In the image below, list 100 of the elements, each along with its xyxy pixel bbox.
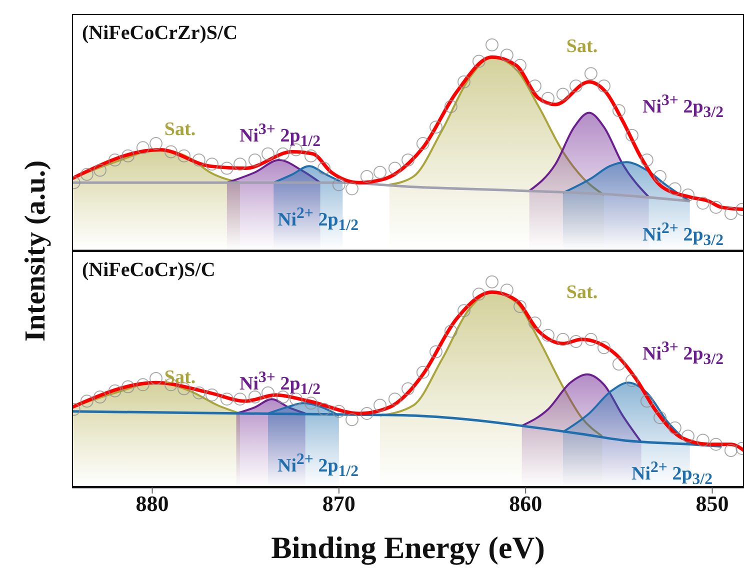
- x-tick-label: 850: [696, 490, 729, 516]
- point: [682, 188, 694, 202]
- point: [206, 388, 218, 401]
- point: [598, 79, 610, 92]
- annotation: Ni$^{2+}$ 2p$_{3/2}$: [642, 219, 724, 252]
- point: [612, 357, 626, 370]
- point: [234, 158, 246, 171]
- chart-title: (NiFeCoCr)S/C: [82, 258, 216, 282]
- point: [542, 328, 554, 342]
- annotation: Sat.: [164, 119, 196, 140]
- point: [248, 154, 262, 167]
- chart-title: (NiFeCoCrZr)S/C: [82, 22, 238, 45]
- point: [724, 206, 738, 220]
- point: [318, 402, 330, 416]
- point: [640, 154, 654, 167]
- x-axis-title: Binding Energy (eV): [271, 530, 545, 566]
- point: [136, 141, 150, 154]
- point: [668, 182, 682, 196]
- point: [626, 128, 638, 142]
- x-tick-label: 870: [322, 490, 356, 516]
- point: [262, 147, 274, 160]
- point: [94, 164, 106, 177]
- point: [444, 324, 458, 338]
- point: [542, 92, 554, 105]
- x-tick-label: 880: [136, 490, 169, 516]
- point: [290, 392, 302, 406]
- annotation: Ni$^{3+}$ 2p$_{3/2}$: [642, 338, 724, 370]
- point: [556, 88, 570, 101]
- point: [402, 382, 414, 395]
- annotation: Ni$^{3+}$ 2p$_{3/2}$: [642, 91, 724, 124]
- point: [94, 390, 106, 404]
- point: [430, 120, 442, 134]
- point: [346, 182, 358, 196]
- point: [514, 300, 526, 313]
- point: [472, 287, 486, 300]
- point: [486, 38, 498, 52]
- point: [318, 162, 330, 175]
- point: [710, 200, 722, 214]
- point: [122, 380, 134, 393]
- point: [332, 178, 346, 192]
- y-axis-title: Intensity (a.u.): [20, 160, 52, 342]
- point: [108, 154, 122, 167]
- point: [276, 147, 290, 160]
- point: [682, 429, 694, 442]
- point: [528, 79, 542, 92]
- point: [458, 75, 470, 88]
- point: [584, 67, 598, 80]
- point: [724, 443, 738, 456]
- point: [360, 170, 374, 183]
- annotation: Ni$^{3+}$ 2p$_{1/2}$: [240, 120, 320, 152]
- point: [514, 58, 526, 72]
- point: [528, 316, 542, 329]
- point: [472, 54, 486, 68]
- point: [416, 137, 430, 150]
- annotation: Ni$^{2+}$ 2p$_{1/2}$: [278, 450, 358, 482]
- point: [262, 386, 274, 399]
- point: [346, 412, 358, 426]
- point: [304, 396, 318, 410]
- point: [570, 334, 582, 348]
- annotation: Sat.: [164, 366, 196, 388]
- point: [626, 374, 638, 387]
- point: [234, 392, 246, 406]
- point: [150, 372, 162, 385]
- point: [444, 100, 458, 114]
- point: [598, 340, 610, 354]
- point: [640, 394, 654, 408]
- point: [584, 332, 598, 346]
- point: [192, 154, 206, 167]
- point: [402, 154, 414, 167]
- point: [374, 166, 386, 179]
- x-tick-label: 860: [509, 490, 542, 516]
- point: [122, 149, 134, 162]
- point: [696, 433, 710, 446]
- point: [178, 149, 190, 162]
- point: [80, 394, 94, 408]
- point: [220, 392, 234, 406]
- point: [150, 137, 162, 150]
- point: [612, 104, 626, 118]
- point: [668, 420, 682, 434]
- point: [458, 304, 470, 317]
- point: [710, 437, 722, 450]
- annotation: Sat.: [566, 36, 598, 57]
- point: [80, 168, 94, 181]
- point: [500, 48, 514, 62]
- point: [654, 410, 666, 424]
- point: [388, 162, 402, 175]
- point: [556, 332, 570, 346]
- point: [654, 170, 666, 183]
- point: [486, 274, 498, 288]
- annotation: Ni$^{3+}$ 2p$_{1/2}$: [240, 368, 320, 400]
- point: [570, 79, 582, 92]
- point: [374, 398, 386, 412]
- point: [220, 162, 234, 175]
- point: [430, 344, 442, 358]
- point: [388, 392, 402, 406]
- annotation: Ni$^{2+}$ 2p$_{1/2}$: [278, 204, 358, 236]
- point: [500, 283, 514, 296]
- annotation: Sat.: [566, 282, 598, 302]
- point: [360, 406, 374, 420]
- point: [332, 404, 346, 418]
